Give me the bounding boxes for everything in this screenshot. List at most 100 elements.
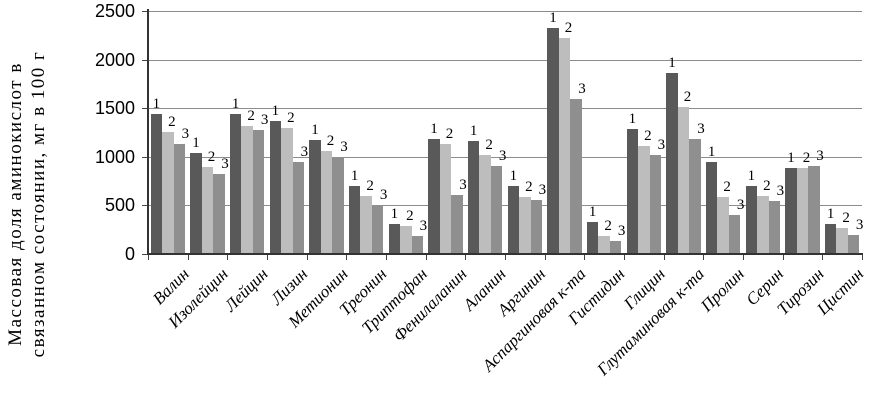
bar-Гистидин-series-3 [609,240,622,254]
bar-label-Аргинин-series-3: 3 [538,181,547,198]
x-tick-0 [148,254,149,260]
y-axis-line [147,9,149,255]
bar-label-Тирозин-series-2: 2 [802,150,811,167]
bar-label-Аланин-series-1: 1 [469,122,478,139]
bar-Аспаргиновая к-та-series-2 [558,38,571,254]
bar-Фенилаланин-series-2 [439,144,452,254]
bar-Цистин-series-2 [836,228,848,254]
y-tick-2500 [142,11,148,12]
bar-Аргинин-series-1 [507,186,520,254]
bar-Тирозин-series-1 [785,167,797,254]
bar-Треонин-series-3 [371,204,384,254]
gridline-2000 [148,59,862,61]
bar-label-Глутаминовая к-та-series-2: 2 [683,88,692,105]
bar-label-Треонин-series-3: 3 [379,186,388,203]
bar-label-Аргинин-series-2: 2 [525,178,533,195]
y-axis-title-line-1: Массовая доля аминокислот в [5,62,26,346]
bar-Аргинин-series-3 [530,199,543,254]
bar-label-Аспаргиновая к-та-series-2: 2 [564,20,573,37]
y-tick-label-2500: 2500 [94,1,135,21]
bar-label-Валин-series-2: 2 [168,114,176,130]
bar-Глицин-series-2 [638,146,650,254]
x-tick-10 [544,254,546,260]
bar-Глутаминовая к-та-series-1 [666,73,678,254]
x-tick-15 [743,254,744,260]
bar-label-Лизин-series-3: 3 [300,143,309,160]
bar-Лейцин-series-1 [229,114,242,254]
bar-label-Триптофан-series-2: 2 [406,207,414,224]
bar-Пролин-series-3 [728,215,741,254]
y-tick-1500 [142,108,148,110]
bar-label-Изолейцин-series-3: 3 [221,156,229,173]
bar-label-Метионин-series-1: 1 [311,122,319,139]
bar-label-Гистидин-series-3: 3 [617,222,626,239]
bar-Серин-series-1 [745,185,758,254]
bar-Аланин-series-1 [467,140,480,254]
bar-label-Аспаргиновая к-та-series-3: 3 [578,80,586,97]
bar-Треонин-series-2 [360,196,372,254]
bar-Метионин-series-3 [332,156,344,254]
bar-Гистидин-series-2 [598,236,610,254]
bar-label-Лейцин-series-1: 1 [231,96,240,113]
bar-label-Пролин-series-2: 2 [723,179,731,196]
bar-label-Аргинин-series-1: 1 [509,168,518,185]
y-tick-500 [142,205,148,207]
bar-label-Гистидин-series-2: 2 [604,218,612,235]
bar-label-Цистин-series-2: 2 [842,210,850,227]
bar-label-Серин-series-1: 1 [747,167,756,184]
bar-Цистин-series-1 [824,223,837,254]
y-tick-label-1500: 1500 [94,98,135,119]
y-tick-label-0: 0 [124,244,135,264]
bar-Пролин-series-2 [717,197,729,254]
bar-Метионин-series-1 [309,140,321,254]
bar-Аланин-series-3 [490,165,503,254]
x-tick-13 [663,254,665,260]
bar-Изолейцин-series-3 [213,174,225,254]
bar-label-Фенилаланин-series-2: 2 [445,126,454,143]
gridline-1000 [148,156,862,158]
bar-label-Фенилаланин-series-3: 3 [459,176,467,193]
bar-label-Лейцин-series-3: 3 [260,111,269,128]
bar-label-Цистин-series-3: 3 [855,217,864,234]
y-tick-label-2000: 2000 [94,49,135,70]
bar-Триптофан-series-2 [400,225,412,254]
bar-Серин-series-3 [768,201,781,254]
bar-label-Цистин-series-1: 1 [826,205,835,222]
bar-Лизин-series-1 [269,120,282,254]
bar-label-Аланин-series-2: 2 [485,136,493,153]
bar-Лейцин-series-3 [252,129,265,254]
bar-label-Тирозин-series-3: 3 [816,147,824,164]
bar-label-Глутаминовая к-та-series-3: 3 [697,120,705,137]
bar-label-Изолейцин-series-1: 1 [192,134,200,151]
x-tick-2 [227,254,229,260]
bar-Треонин-series-1 [348,185,361,254]
bar-label-Пролин-series-1: 1 [707,143,716,160]
bar-label-Валин-series-3: 3 [181,126,190,143]
bar-Пролин-series-1 [705,161,718,254]
bar-label-Глутаминовая к-та-series-1: 1 [668,55,676,72]
y-tick-label-1000: 1000 [94,146,135,167]
bar-label-Тирозин-series-1: 1 [787,149,795,166]
bar-label-Триптофан-series-1: 1 [390,205,399,222]
bar-Серин-series-2 [757,195,769,254]
y-tick-1000 [142,156,148,158]
bar-Глицин-series-3 [649,155,662,254]
y-axis-title-line-2: связанном состоянии, мг в 100 г [28,50,49,358]
bar-Валин-series-1 [150,114,163,254]
bar-Лейцин-series-2 [241,125,253,254]
x-axis-line [147,253,863,255]
bar-label-Аспаргиновая к-та-series-1: 1 [549,9,557,26]
bar-label-Треонин-series-2: 2 [366,178,374,195]
bar-label-Гистидин-series-1: 1 [588,203,597,220]
bar-label-Пролин-series-3: 3 [736,197,745,214]
bar-Тирозин-series-3 [808,165,820,254]
bar-label-Валин-series-1: 1 [152,96,161,113]
bar-label-Триптофан-series-3: 3 [419,218,428,235]
x-tick-8 [465,254,467,260]
bar-label-Лейцин-series-2: 2 [247,107,255,124]
bar-label-Метионин-series-2: 2 [326,132,335,149]
bar-Глутаминовая к-та-series-2 [677,106,690,254]
bar-label-Глицин-series-2: 2 [644,128,652,145]
gridline-2500 [148,11,862,12]
